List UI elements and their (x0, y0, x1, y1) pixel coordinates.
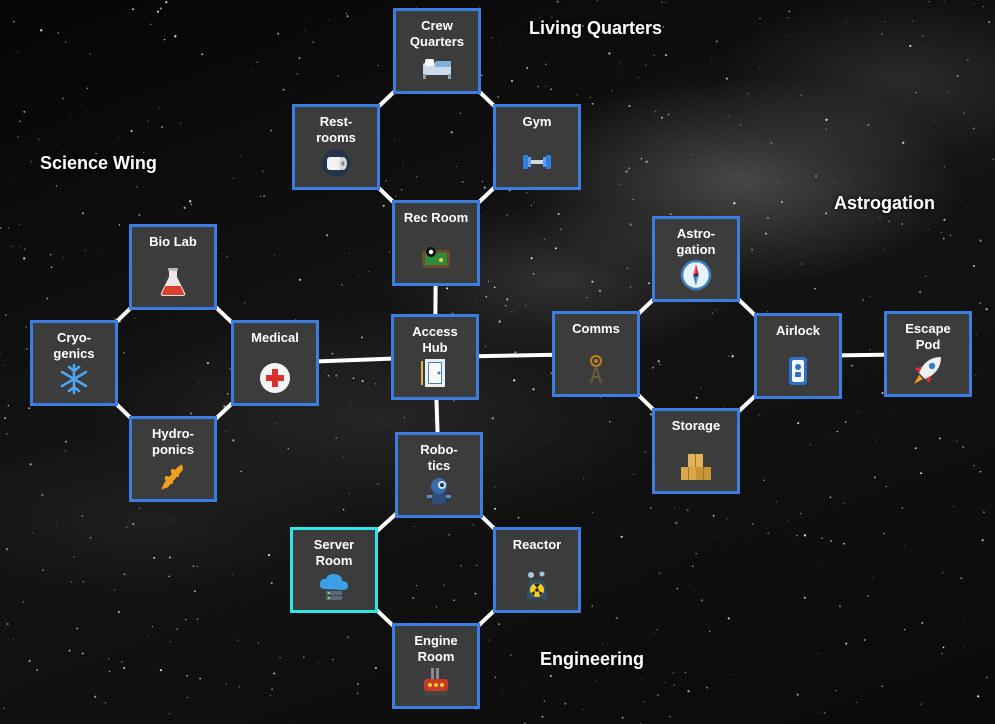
region-label-science-wing: Science Wing (40, 153, 157, 173)
room-name: Reactor (512, 537, 562, 552)
room-name: Gym (522, 114, 552, 129)
dumbbell-icon (520, 145, 554, 179)
room-storage[interactable]: Storage (652, 408, 740, 494)
engine-icon (419, 665, 453, 699)
compass-icon (679, 258, 713, 292)
room-name: Cryo- genics (53, 330, 95, 361)
region-label-living-quarters: Living Quarters (529, 18, 663, 38)
room-robotics[interactable]: Robo- tics (395, 432, 483, 518)
room-name: Airlock (775, 323, 821, 338)
room-name: Server Room (313, 537, 355, 568)
room-server-room[interactable]: Server Room (290, 527, 378, 613)
room-name: Storage (671, 418, 721, 433)
room-airlock[interactable]: Airlock (754, 313, 842, 399)
cloud-server-icon (317, 569, 351, 603)
room-name: Access Hub (412, 324, 458, 355)
antenna-icon (579, 352, 613, 386)
region-label-astrogation: Astrogation (834, 193, 935, 213)
room-rec-room[interactable]: Rec Room (392, 200, 480, 286)
room-access-hub[interactable]: Access Hub (391, 314, 479, 400)
room-medical[interactable]: Medical (231, 320, 319, 406)
room-name: Medical (251, 330, 299, 345)
room-comms[interactable]: Comms (552, 311, 640, 397)
wheat-icon (156, 458, 190, 492)
room-name: Escape Pod (905, 321, 951, 352)
room-name: Engine Room (414, 633, 458, 664)
room-bio-lab[interactable]: Bio Lab (129, 224, 217, 310)
room-name: Bio Lab (149, 234, 197, 249)
rocket-icon (911, 353, 945, 387)
radiation-icon (520, 568, 554, 602)
room-reactor[interactable]: Reactor (493, 527, 581, 613)
pool-table-icon (419, 241, 453, 275)
room-name: Crew Quarters (409, 18, 465, 49)
hatch-door-icon (418, 356, 452, 390)
flask-icon (156, 265, 190, 299)
room-engine-room[interactable]: Engine Room (392, 623, 480, 709)
boxes-icon (679, 449, 713, 483)
room-name: Rec Room (403, 210, 469, 225)
room-name: Rest- rooms (316, 114, 356, 145)
room-astrogation[interactable]: Astro- gation (652, 216, 740, 302)
room-restrooms[interactable]: Rest- rooms (292, 104, 380, 190)
toilet-paper-icon (319, 146, 353, 180)
region-label-engineering: Engineering (540, 649, 645, 669)
snowflake-icon (57, 362, 91, 396)
room-name: Astro- gation (676, 226, 716, 257)
room-gym[interactable]: Gym (493, 104, 581, 190)
room-escape-pod[interactable]: Escape Pod (884, 311, 972, 397)
room-name: Hydro- ponics (152, 426, 194, 457)
bed-icon (420, 50, 454, 84)
room-name: Comms (572, 321, 620, 336)
room-crew-quarters[interactable]: Crew Quarters (393, 8, 481, 94)
room-cryogenics[interactable]: Cryo- genics (30, 320, 118, 406)
medical-cross-icon (258, 361, 292, 395)
room-hydroponics[interactable]: Hydro- ponics (129, 416, 217, 502)
airlock-door-icon (781, 354, 815, 388)
room-name: Robo- tics (420, 442, 458, 473)
robot-icon (422, 474, 456, 508)
